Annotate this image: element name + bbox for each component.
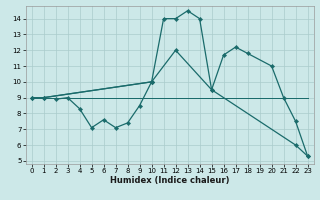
X-axis label: Humidex (Indice chaleur): Humidex (Indice chaleur) <box>110 176 229 185</box>
